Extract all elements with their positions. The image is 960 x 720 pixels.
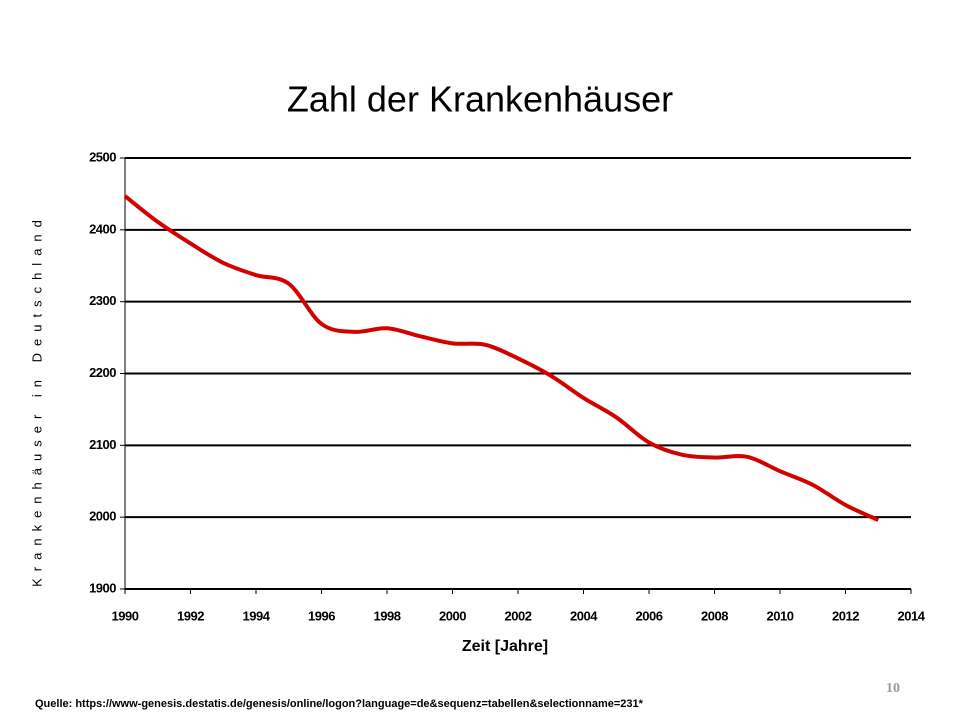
y-tick-label: 2400 <box>89 221 116 236</box>
y-tick-label: 1900 <box>89 580 116 595</box>
x-tick-label: 2010 <box>767 608 794 623</box>
x-tick-label: 2004 <box>570 608 598 623</box>
y-tick-label: 2200 <box>89 365 116 380</box>
x-tick-label: 1994 <box>243 608 271 623</box>
y-axis-title: Krankenhäuser in Deutschland <box>29 213 44 587</box>
y-tick-label: 2500 <box>89 149 116 164</box>
x-tick-label: 1998 <box>374 608 401 623</box>
x-tick-label: 2014 <box>898 608 926 623</box>
y-tick-label: 2300 <box>89 293 116 308</box>
page-number: 10 <box>886 681 900 696</box>
y-tick-label: 2000 <box>89 509 116 524</box>
x-tick-label: 2000 <box>439 608 466 623</box>
source-note: Quelle: https://www-genesis.destatis.de/… <box>35 698 644 710</box>
x-tick-label: 2002 <box>505 608 532 623</box>
chart-title: Zahl der Krankenhäuser <box>287 79 673 120</box>
data-line <box>123 194 880 522</box>
x-axis-title: Zeit [Jahre] <box>462 638 548 655</box>
x-tick-label: 1996 <box>308 608 335 623</box>
x-tick-label: 2006 <box>636 608 663 623</box>
x-tick-label: 2008 <box>701 608 728 623</box>
x-tick-label: 2012 <box>832 608 859 623</box>
y-tick-label: 2100 <box>89 437 116 452</box>
x-tick-label: 1990 <box>112 608 139 623</box>
x-tick-label: 1992 <box>177 608 204 623</box>
